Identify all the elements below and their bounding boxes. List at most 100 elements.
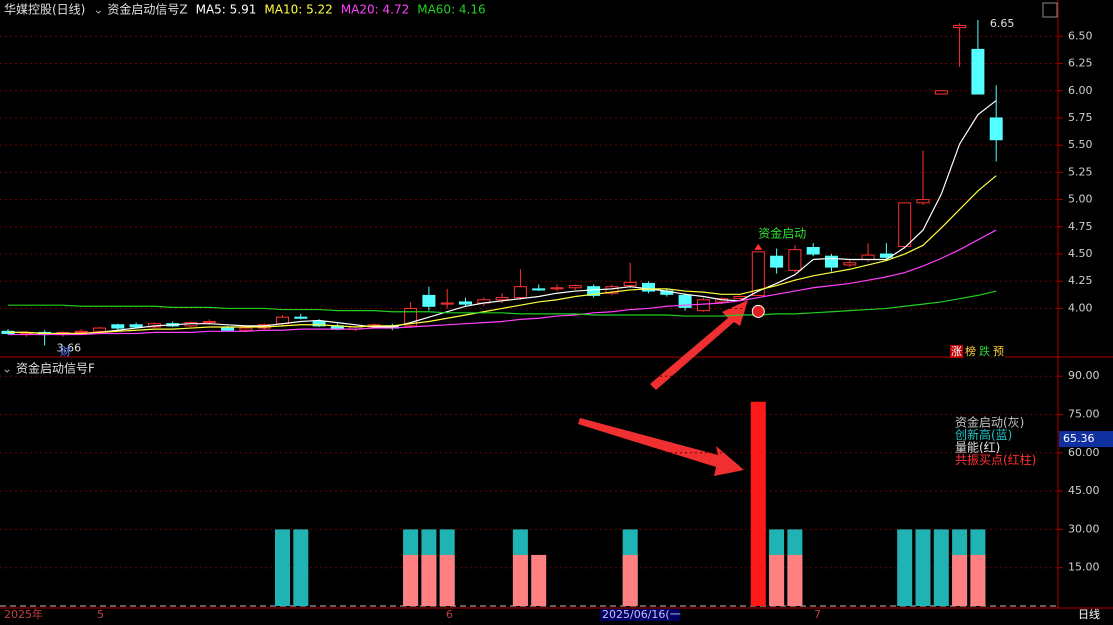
legend-entry: 创新高(蓝) — [955, 427, 1012, 442]
bar — [439, 554, 455, 606]
candle-body — [971, 48, 985, 95]
y-tick-label: 5.25 — [1068, 165, 1093, 178]
candle-body — [312, 321, 326, 327]
candle-body — [111, 324, 125, 329]
y-tick-label: 6.50 — [1068, 29, 1093, 42]
ma-line — [8, 229, 997, 336]
signal-marker — [754, 243, 763, 250]
buy-marker — [751, 304, 765, 318]
bar — [512, 554, 528, 606]
candle-body — [495, 297, 509, 301]
settings-button[interactable] — [1042, 2, 1058, 18]
y-tick-label: 5.50 — [1068, 138, 1093, 151]
candle-body — [129, 324, 143, 328]
candle-body — [843, 262, 857, 266]
bar — [769, 554, 785, 606]
badge: 榜 — [965, 344, 976, 358]
candle-body — [678, 294, 692, 308]
legend-entry: MA20: 4.72 — [341, 3, 409, 17]
signal-label: 资金启动 — [758, 225, 806, 240]
bar — [915, 529, 931, 606]
y-tick-label: 5.00 — [1068, 193, 1093, 206]
stock-title: 华媒控股(日线) — [4, 3, 85, 17]
badge-box — [964, 345, 977, 358]
badge: 跌 — [979, 344, 990, 358]
candle-body — [861, 254, 875, 260]
indicator-name: 资金启动信号Z — [107, 2, 187, 17]
candle-body — [605, 286, 619, 294]
x-label: 6 — [446, 608, 453, 621]
x-label: 5 — [97, 608, 104, 621]
candle-body — [294, 316, 308, 319]
y-tick-label: 15.00 — [1068, 561, 1100, 574]
bar — [750, 401, 766, 606]
period-label: 日线 — [1078, 607, 1100, 621]
badge-box — [992, 345, 1005, 358]
bar — [933, 529, 949, 606]
arrow — [650, 300, 748, 390]
candle-body — [623, 281, 637, 287]
legend-entry: MA10: 5.22 — [264, 3, 332, 17]
candle-body — [788, 249, 802, 271]
toggle: ⌄ — [2, 362, 12, 376]
y-tick-label: 4.00 — [1068, 301, 1093, 314]
bar — [275, 529, 290, 606]
ma-line — [8, 175, 997, 335]
bar — [970, 554, 986, 606]
candle-body — [93, 327, 106, 332]
bar — [787, 554, 803, 606]
y-tick-label: 4.50 — [1068, 247, 1093, 260]
bar — [421, 554, 437, 606]
arrow — [578, 418, 744, 476]
y-tick-label: 75.00 — [1068, 408, 1100, 421]
candle-body — [751, 251, 765, 296]
current-value: 65.36 — [1063, 432, 1095, 445]
candle-body — [953, 24, 967, 29]
candle-body — [239, 327, 253, 331]
candle-body — [202, 321, 216, 324]
indicator-title: 资金启动信号F — [16, 361, 95, 376]
candle-body — [806, 247, 820, 255]
legend-entry: MA5: 5.91 — [196, 3, 257, 17]
badge-box — [978, 345, 991, 358]
bar — [531, 554, 547, 606]
toggle: ⌄ — [93, 3, 103, 17]
candle-body — [770, 255, 784, 268]
y-tick-label: 6.00 — [1068, 84, 1093, 97]
legend-entry: 资金启动(灰) — [955, 415, 1024, 430]
bar — [897, 529, 913, 606]
y-tick-label: 60.00 — [1068, 446, 1100, 459]
candle-body — [568, 285, 582, 289]
candle-body — [422, 294, 436, 307]
legend-entry: 共振买点(红柱) — [955, 452, 1036, 467]
candle-body — [825, 255, 838, 268]
candle-body — [898, 202, 912, 247]
high-label: 6.65 — [990, 17, 1015, 30]
bar — [403, 554, 419, 606]
y-tick-label: 4.75 — [1068, 220, 1093, 233]
candle-body — [440, 302, 454, 305]
candle-body — [989, 117, 1003, 141]
x-label: 2025/06/16(一 — [602, 608, 681, 621]
low-label: 3.66 — [57, 341, 82, 354]
badge: 预 — [993, 345, 1004, 358]
value-box — [1059, 431, 1113, 448]
y-tick-label: 90.00 — [1068, 369, 1100, 382]
candle-body — [642, 282, 655, 292]
y-tick-label: 30.00 — [1068, 522, 1100, 535]
candle-body — [550, 287, 564, 290]
x-label: 7 — [814, 608, 821, 621]
ma-line — [8, 100, 997, 335]
y-tick-label: 45.00 — [1068, 484, 1100, 497]
legend-entry: 量能(红) — [955, 440, 1000, 455]
bar — [293, 529, 309, 606]
x-label: 2025年 — [4, 607, 43, 621]
candle-body — [513, 286, 527, 299]
y-tick-label: 4.25 — [1068, 274, 1093, 287]
candle-body — [587, 286, 601, 296]
legend-entry: MA60: 4.16 — [417, 3, 485, 17]
candle-body — [934, 90, 948, 95]
